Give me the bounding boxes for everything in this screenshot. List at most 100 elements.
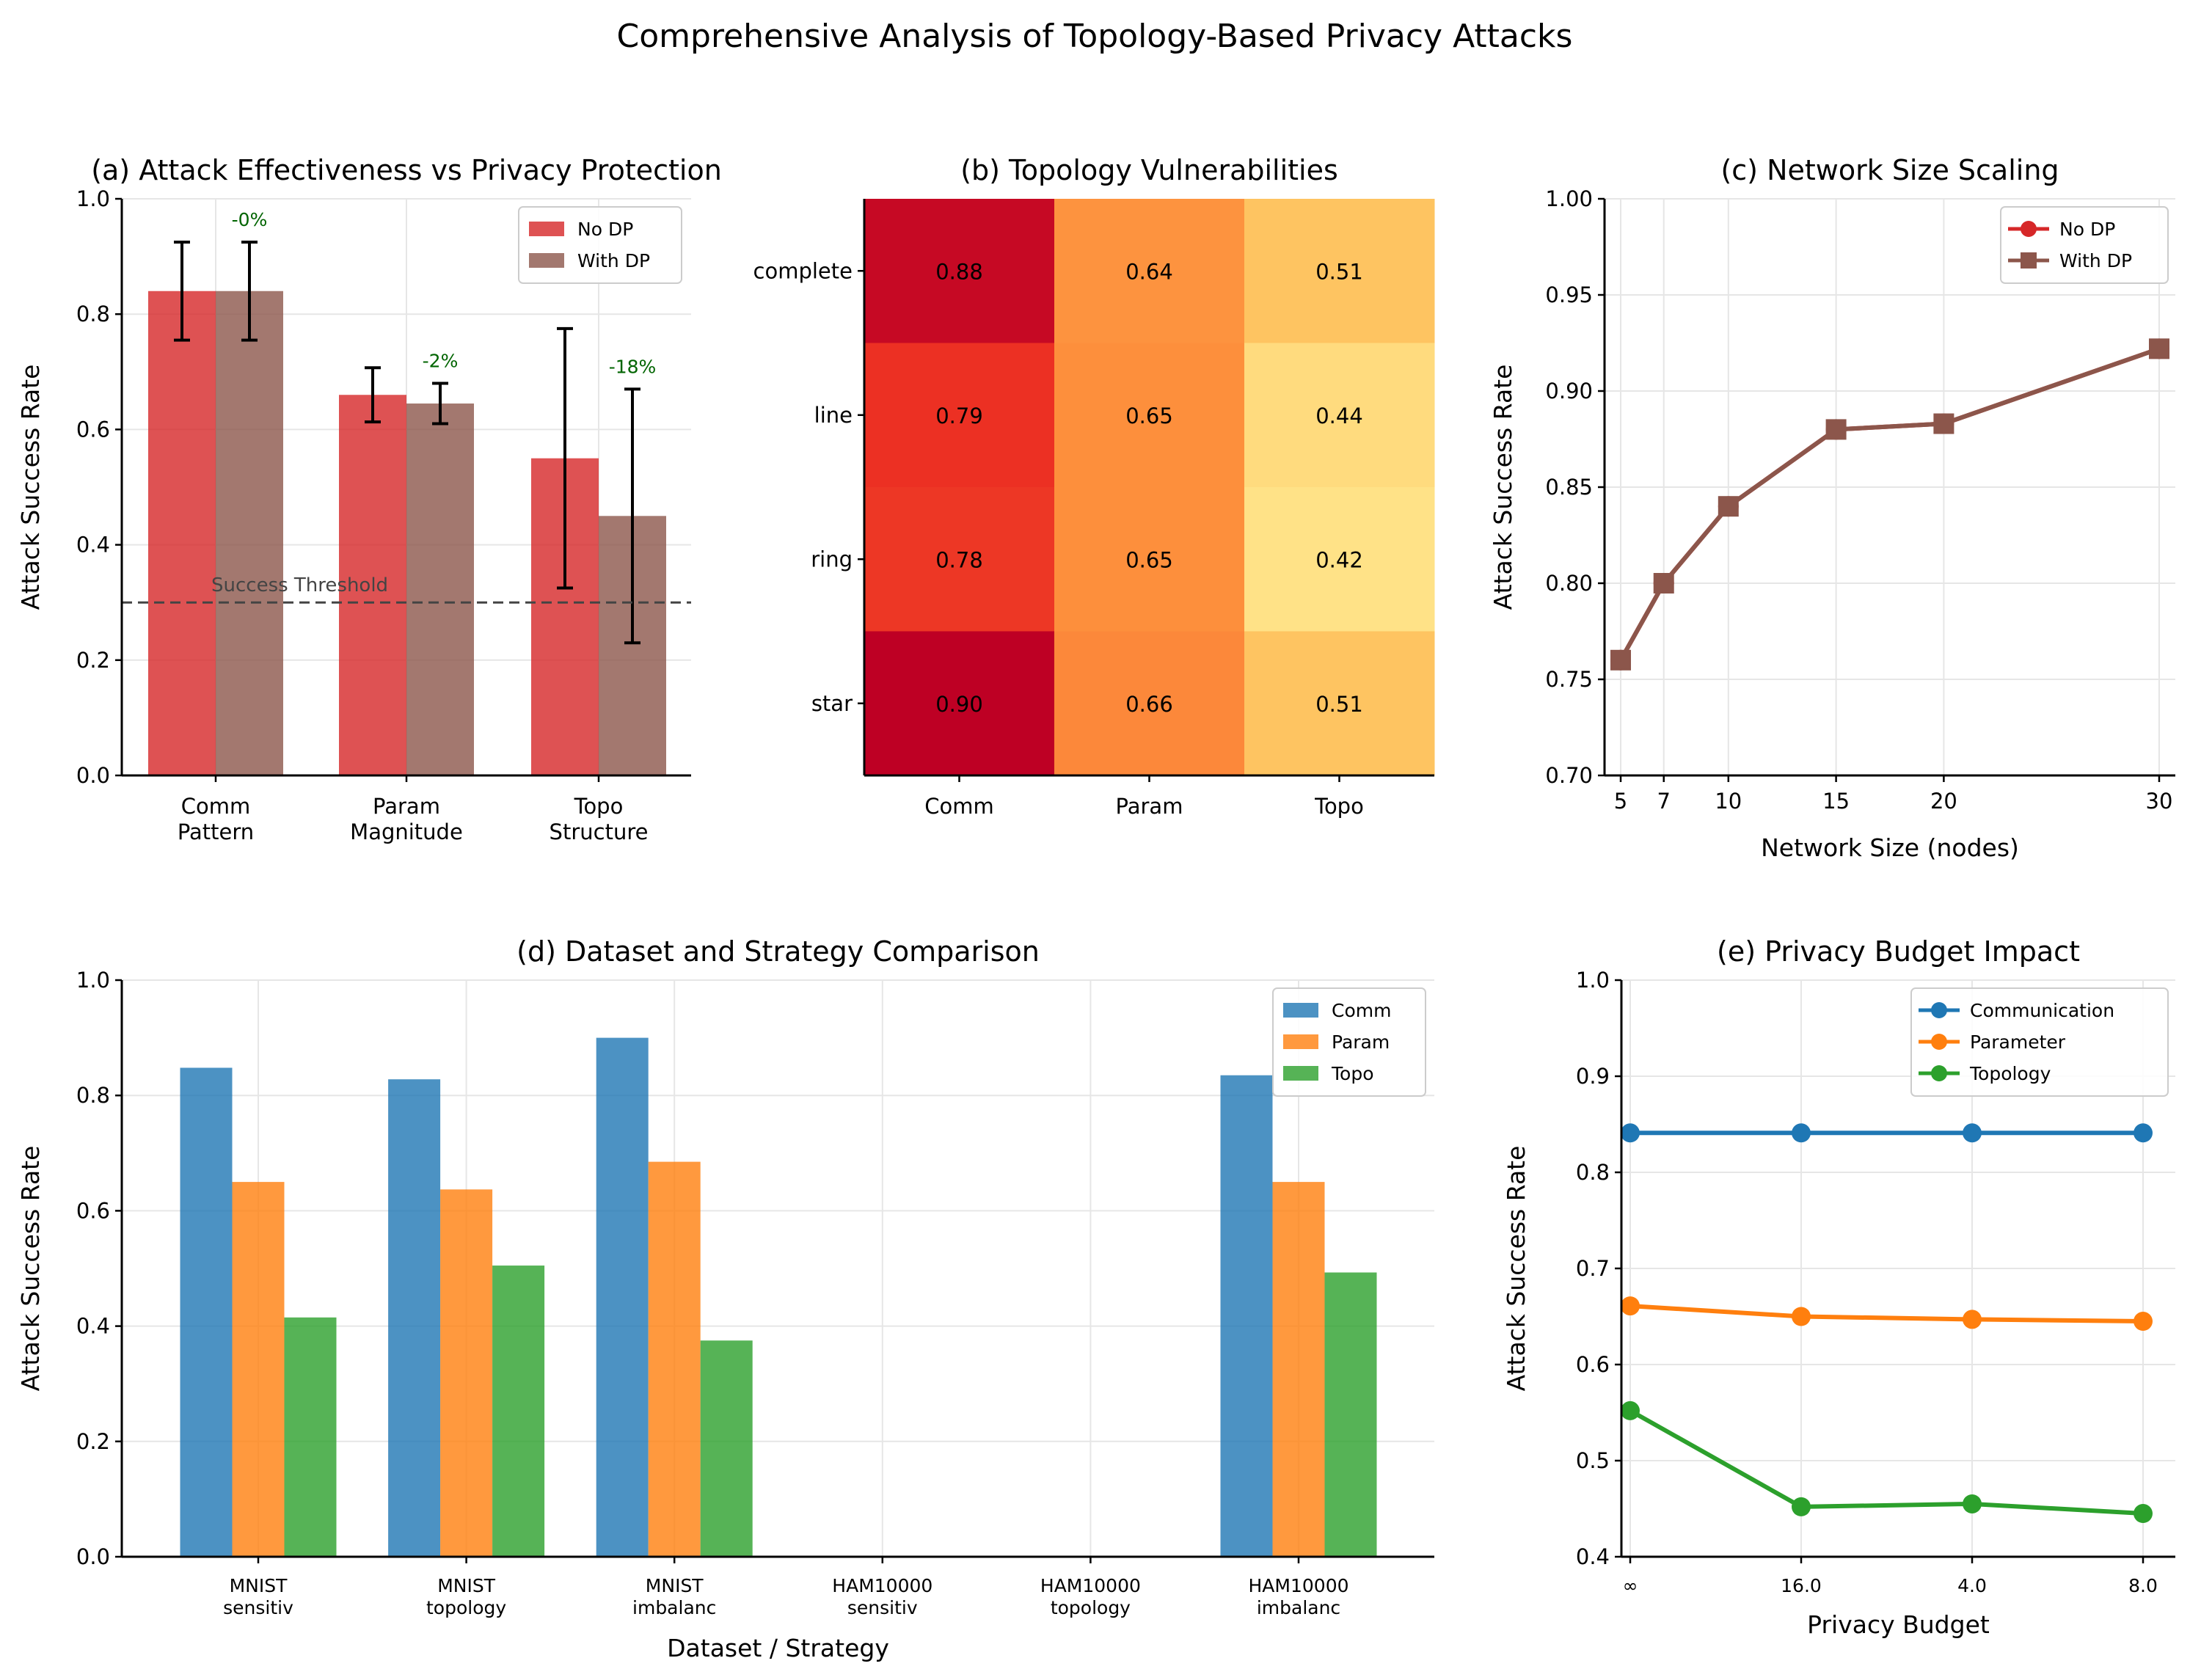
bar-topo: [700, 1340, 753, 1557]
column-label: Param: [1116, 794, 1183, 819]
y-tick-label: 0.95: [1545, 282, 1593, 307]
data-point: [1963, 1310, 1982, 1329]
data-point: [1718, 496, 1739, 517]
x-tick-label: Param Magnitude: [350, 794, 463, 844]
panel-title: (c) Network Size Scaling: [1720, 154, 2059, 186]
series-line-parameter: [1629, 1304, 2144, 1324]
y-tick-label: 0.70: [1545, 763, 1593, 788]
row-label: complete: [753, 258, 853, 283]
heatmap-value: 0.44: [1315, 403, 1363, 428]
bar-no-dp: [148, 291, 216, 775]
heatmap-cell: [1244, 487, 1435, 632]
legend-marker: [2021, 221, 2037, 237]
x-tick-label: HAM10000 topology: [1040, 1575, 1141, 1618]
bar-param: [440, 1189, 493, 1557]
heatmap-value: 0.51: [1315, 692, 1363, 717]
heatmap-cell: [864, 631, 1055, 776]
bar-comm: [596, 1037, 649, 1557]
data-point: [1792, 1497, 1811, 1516]
legend-marker: [1931, 1002, 1947, 1018]
heatmap-value: 0.88: [935, 259, 983, 284]
heatmap-cell: [1054, 487, 1245, 632]
y-tick-label: 1.0: [1576, 968, 1610, 993]
heatmap-cell: [1244, 199, 1435, 343]
data-point: [2148, 338, 2169, 359]
legend-label: With DP: [2059, 250, 2132, 271]
heatmap-cell: [1244, 631, 1435, 776]
y-tick-label: 0.4: [76, 533, 110, 558]
y-tick-label: 1.00: [1545, 186, 1593, 211]
x-axis-label: Dataset / Strategy: [667, 1634, 889, 1662]
heatmap-value: 0.64: [1125, 259, 1173, 284]
data-point: [1610, 649, 1632, 671]
y-tick-label: 0.6: [76, 417, 110, 442]
x-tick-label: 15: [1822, 789, 1850, 814]
reduction-label: -2%: [423, 351, 459, 372]
legend-label: Topology: [1969, 1063, 2051, 1084]
legend-label: No DP: [577, 219, 633, 240]
bar-comm: [388, 1079, 441, 1557]
heatmap-value: 0.42: [1315, 547, 1363, 572]
data-point: [1621, 1296, 1640, 1316]
reduction-label: -0%: [232, 209, 268, 230]
heatmap-cell: [1054, 343, 1245, 488]
bar-no-dp: [339, 395, 406, 775]
bar-with-dp: [406, 403, 474, 775]
y-tick-label: 1.0: [76, 968, 110, 993]
panel-title: (d) Dataset and Strategy Comparison: [517, 935, 1040, 968]
y-tick-label: 0.0: [76, 763, 110, 788]
panel-title: (e) Privacy Budget Impact: [1717, 935, 2080, 968]
data-point: [1621, 1123, 1640, 1143]
legend-box: [2000, 206, 2169, 284]
legend-label: Topo: [1331, 1063, 1373, 1084]
y-tick-label: 0.8: [76, 1083, 110, 1108]
x-tick-label: Topo Structure: [550, 794, 649, 844]
heatmap-value: 0.65: [1125, 547, 1173, 572]
y-tick-label: 0.85: [1545, 475, 1593, 500]
panel-title: (b) Topology Vulnerabilities: [960, 154, 1338, 186]
data-point: [1963, 1123, 1982, 1143]
y-tick-label: 0.7: [1576, 1256, 1610, 1281]
series-line-with-dp: [1618, 346, 2160, 662]
y-tick-label: 0.2: [76, 1429, 110, 1454]
legend-marker: [1931, 1065, 1947, 1081]
x-axis-label: Privacy Budget: [1807, 1610, 1990, 1639]
legend-label: Comm: [1332, 1000, 1391, 1021]
heatmap-cell: [1054, 631, 1245, 776]
x-tick-label: MNIST sensitiv: [223, 1575, 293, 1618]
row-label: ring: [811, 547, 853, 571]
column-label: Comm: [924, 794, 994, 819]
row-label: star: [811, 691, 853, 716]
y-tick-label: 0.6: [1576, 1352, 1610, 1377]
figure-suptitle: Comprehensive Analysis of Topology-Based…: [617, 18, 1573, 55]
y-tick-label: 0.75: [1545, 667, 1593, 692]
panel-e-privacy-budget: (e) Privacy Budget Impact 0.4 0.5 0.6 0.7 0.8…: [1502, 935, 2175, 1639]
y-tick-label: 0.8: [76, 302, 110, 326]
x-tick-label: 30: [2146, 789, 2173, 814]
y-tick-label: 0.5: [1576, 1448, 1610, 1473]
x-tick-label: 16.0: [1781, 1575, 1822, 1596]
data-point: [2134, 1504, 2153, 1524]
reduction-label: -18%: [609, 356, 657, 377]
x-axis-label: Network Size (nodes): [1761, 833, 2019, 862]
bar-param: [648, 1161, 701, 1557]
y-tick-label: 0.90: [1545, 379, 1593, 403]
bar-with-dp: [216, 291, 283, 775]
x-tick-label: 5: [1614, 789, 1627, 814]
column-label: Topo: [1314, 794, 1364, 819]
heatmap-value: 0.78: [935, 547, 983, 572]
bar-topo: [492, 1266, 545, 1557]
y-tick-label: 0.80: [1545, 571, 1593, 596]
data-point: [1792, 1123, 1811, 1143]
data-point: [1621, 1400, 1640, 1420]
data-point: [1825, 419, 1847, 440]
legend-label: No DP: [2059, 219, 2115, 240]
bar-comm: [180, 1067, 233, 1557]
panel-c-network-size: (c) Network Size Scaling 0.70 0.75 0.80 0.85…: [1489, 154, 2175, 862]
data-point: [1653, 573, 1674, 594]
series-line-topology: [1629, 1409, 2144, 1516]
heatmap-value: 0.90: [935, 692, 983, 717]
x-tick-label: 4.0: [1957, 1575, 1987, 1596]
y-tick-label: 0.4: [1576, 1544, 1610, 1569]
y-axis-label: Attack Success Rate: [1489, 365, 1517, 610]
